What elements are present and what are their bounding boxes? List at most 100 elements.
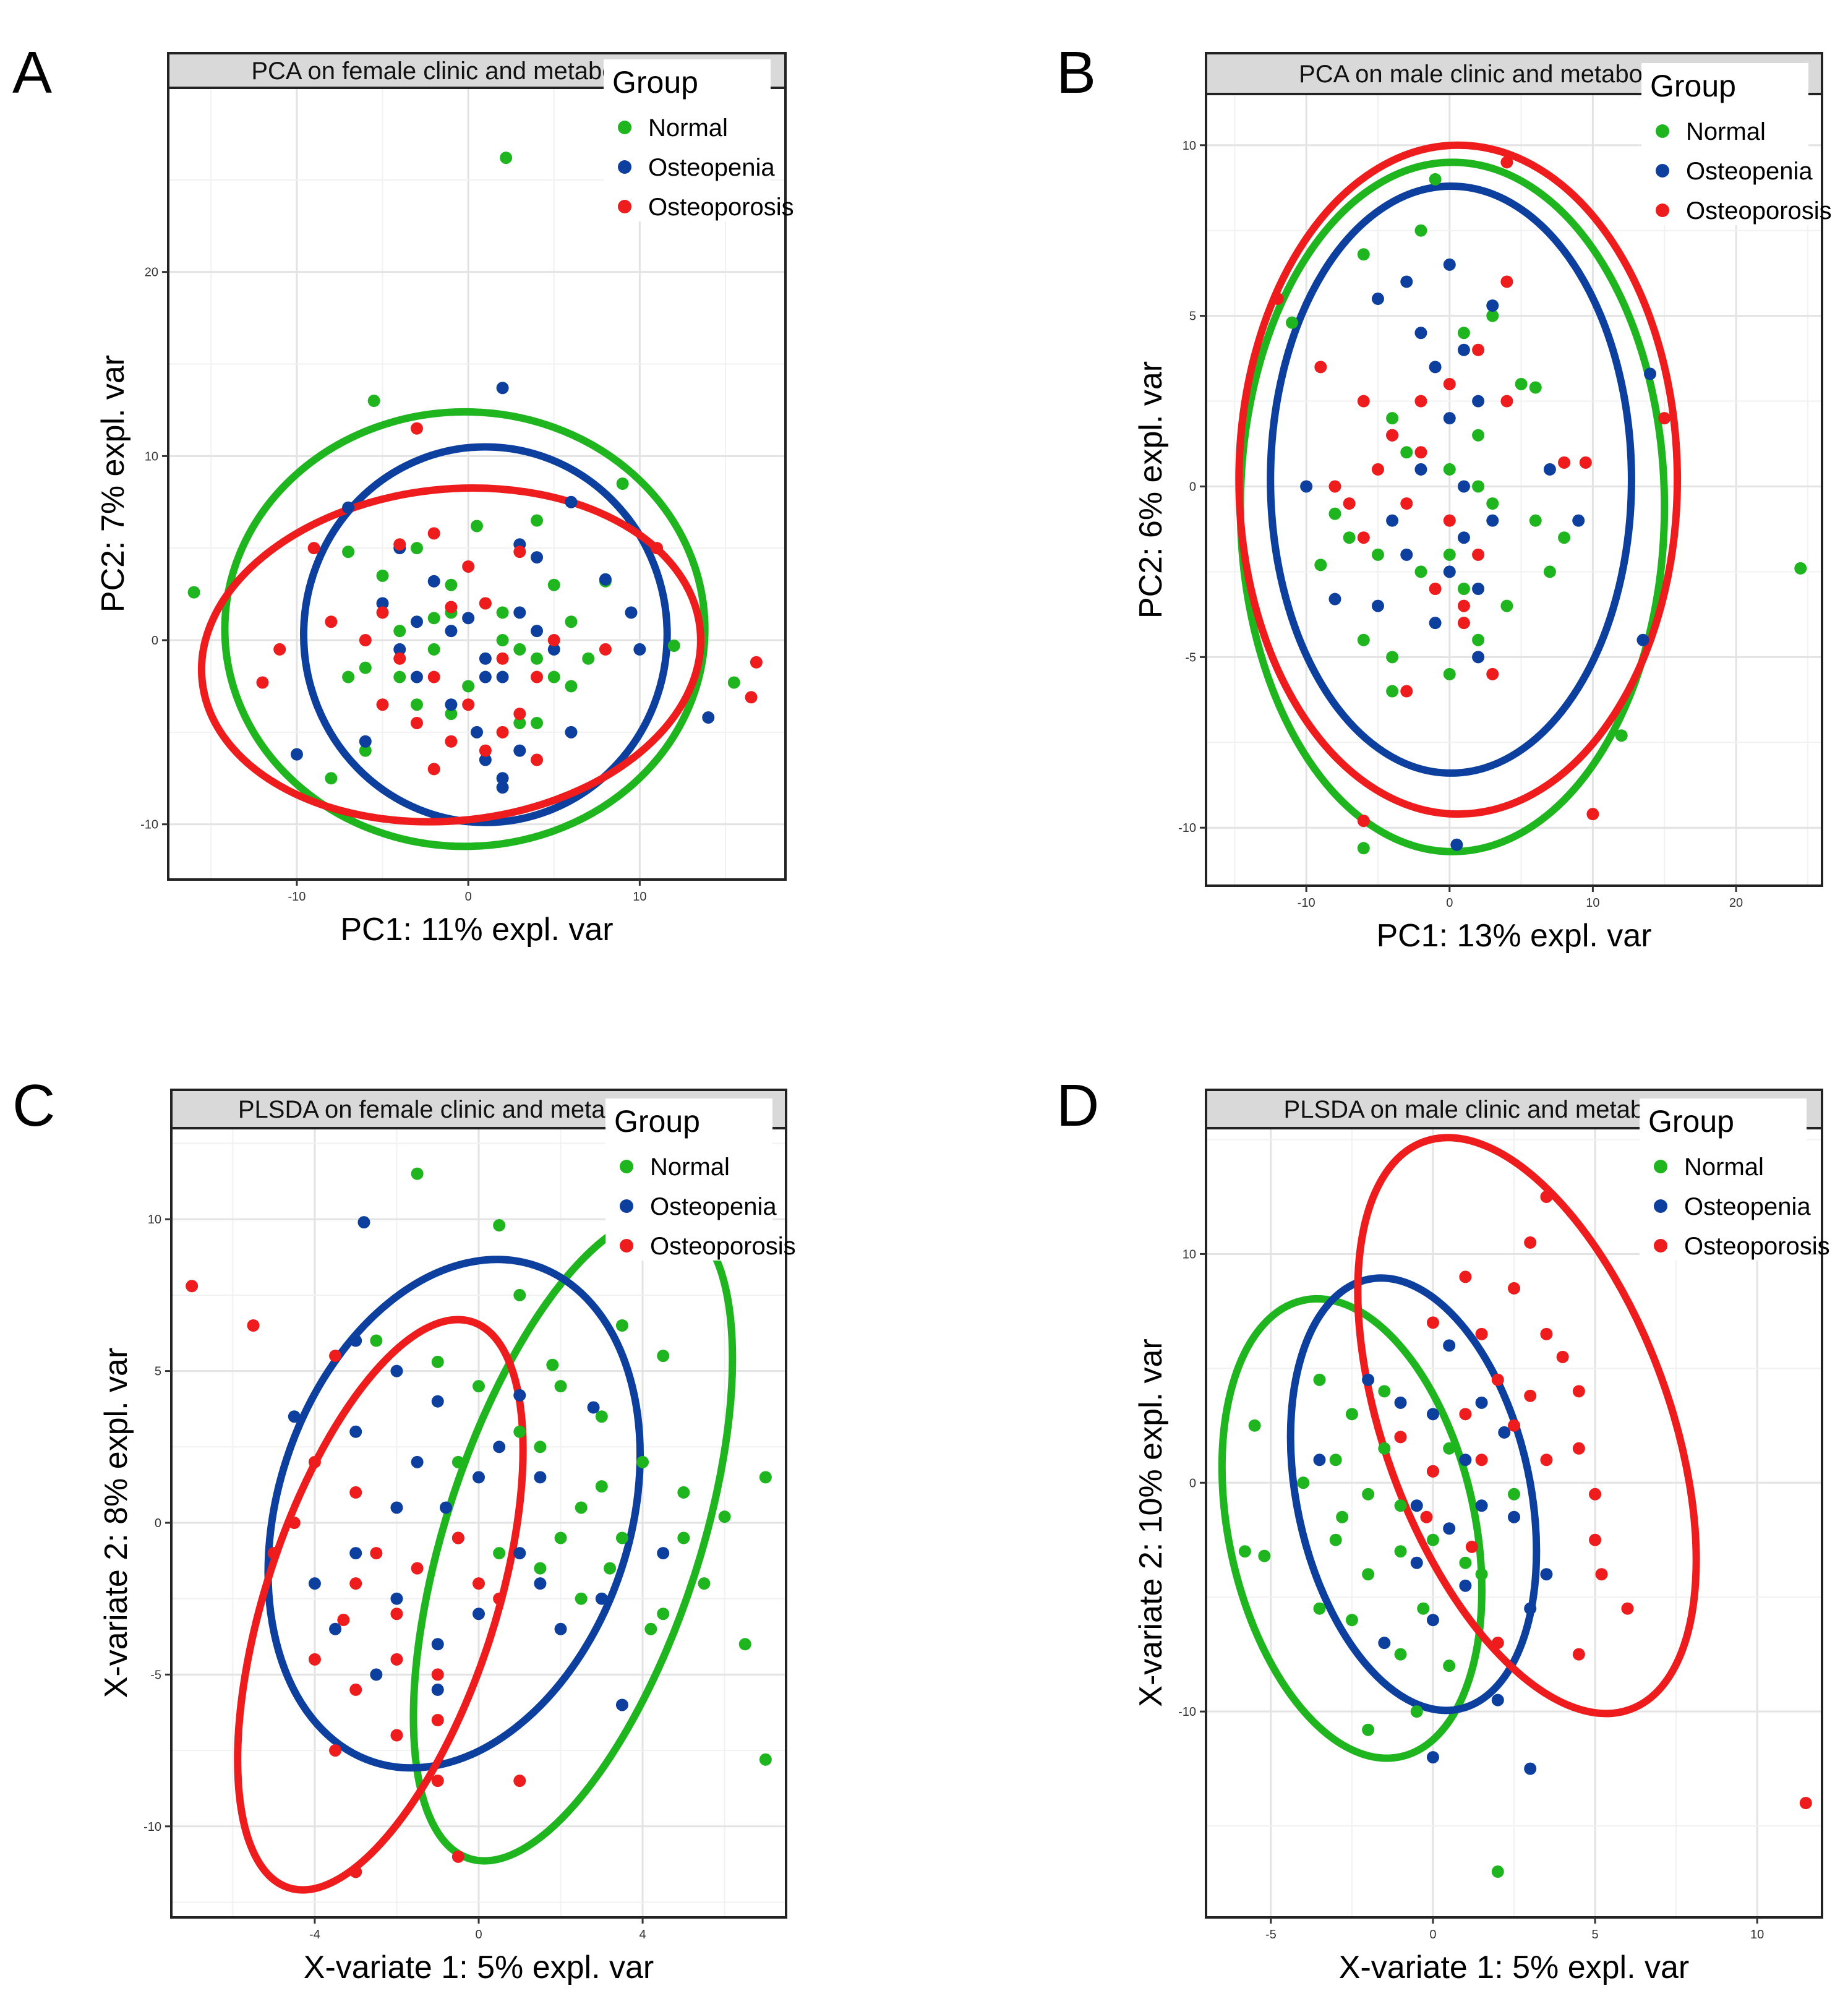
point-osteopenia bbox=[393, 643, 406, 656]
point-osteoporosis bbox=[531, 753, 544, 766]
point-osteoporosis bbox=[325, 615, 338, 628]
point-osteoporosis bbox=[273, 643, 286, 656]
point-normal bbox=[1472, 429, 1485, 442]
point-osteoporosis bbox=[750, 656, 763, 669]
point-normal bbox=[1429, 173, 1442, 186]
legend: Group Normal Osteopenia Osteoporosis bbox=[605, 1098, 796, 1261]
y-tick-label: -10 bbox=[140, 818, 158, 832]
point-normal bbox=[410, 698, 423, 711]
point-osteoporosis bbox=[1524, 1236, 1537, 1249]
point-osteopenia bbox=[1386, 514, 1399, 527]
ellipse-normal bbox=[221, 408, 709, 850]
x-tick-label: 20 bbox=[1729, 896, 1743, 910]
legend-key-normal bbox=[620, 1160, 633, 1173]
ellipse-osteoporosis bbox=[1354, 1134, 1700, 1718]
point-osteopenia bbox=[1457, 480, 1470, 493]
point-osteoporosis bbox=[1429, 583, 1442, 595]
point-osteoporosis bbox=[462, 698, 475, 711]
point-osteoporosis bbox=[1271, 293, 1284, 306]
point-osteopenia bbox=[1524, 1762, 1537, 1775]
legend-label-normal: Normal bbox=[1686, 118, 1766, 145]
point-osteopenia bbox=[1414, 463, 1427, 476]
series-osteoporosis bbox=[1394, 1190, 1812, 1810]
point-osteoporosis bbox=[479, 597, 492, 610]
point-osteopenia bbox=[1472, 583, 1485, 595]
point-osteopenia bbox=[633, 643, 646, 656]
point-osteoporosis bbox=[1472, 548, 1485, 561]
point-normal bbox=[1500, 599, 1513, 612]
point-normal bbox=[1486, 309, 1499, 322]
legend-label-osteoporosis: Osteoporosis bbox=[648, 194, 794, 221]
point-normal bbox=[342, 546, 355, 559]
point-osteoporosis bbox=[1524, 1389, 1537, 1402]
point-normal bbox=[1443, 548, 1456, 561]
point-normal bbox=[393, 670, 406, 683]
point-osteoporosis bbox=[473, 1577, 485, 1590]
point-osteopenia bbox=[1313, 1454, 1326, 1467]
point-osteoporosis bbox=[496, 652, 509, 665]
point-osteoporosis bbox=[1414, 395, 1427, 408]
point-osteoporosis bbox=[1508, 1282, 1520, 1295]
point-normal bbox=[376, 569, 389, 582]
point-osteoporosis bbox=[1508, 1419, 1520, 1432]
point-osteopenia bbox=[554, 1622, 567, 1635]
point-osteoporosis bbox=[1540, 1454, 1553, 1467]
point-osteopenia bbox=[595, 1592, 608, 1605]
y-tick-label: -5 bbox=[150, 1668, 161, 1682]
point-osteopenia bbox=[349, 1425, 362, 1438]
point-normal bbox=[1394, 1648, 1407, 1661]
ellipse-osteoporosis bbox=[1235, 141, 1682, 818]
point-osteopenia bbox=[1443, 1522, 1456, 1535]
point-osteoporosis bbox=[1589, 1533, 1602, 1546]
point-osteopenia bbox=[496, 772, 509, 785]
point-osteoporosis bbox=[256, 676, 269, 689]
legend-label-osteoporosis: Osteoporosis bbox=[650, 1233, 796, 1260]
point-osteoporosis bbox=[1475, 1327, 1488, 1340]
point-osteoporosis bbox=[1572, 1648, 1585, 1661]
x-tick-label: 10 bbox=[1750, 1928, 1764, 1942]
point-normal bbox=[1794, 562, 1807, 575]
x-axis-title: X-variate 1: 5% expl. var bbox=[1339, 1950, 1689, 1985]
legend-key-normal bbox=[618, 121, 631, 134]
point-normal bbox=[473, 1380, 485, 1393]
point-normal bbox=[759, 1753, 772, 1766]
point-normal bbox=[1345, 1614, 1358, 1627]
point-osteopenia bbox=[1426, 1751, 1439, 1764]
y-tick-label: 5 bbox=[1189, 310, 1196, 323]
point-normal bbox=[1486, 497, 1499, 510]
point-osteoporosis bbox=[1486, 667, 1499, 680]
point-osteoporosis bbox=[267, 1547, 280, 1560]
point-osteoporosis bbox=[349, 1486, 362, 1499]
point-osteoporosis bbox=[1459, 1408, 1472, 1421]
ellipse-osteopenia bbox=[300, 443, 671, 826]
point-normal bbox=[1457, 327, 1470, 340]
panel-border bbox=[1205, 52, 1823, 887]
point-osteoporosis bbox=[349, 1683, 362, 1696]
point-osteopenia bbox=[531, 551, 544, 564]
point-normal bbox=[411, 1167, 424, 1180]
point-normal bbox=[1238, 1545, 1251, 1558]
point-normal bbox=[1472, 633, 1485, 646]
point-normal bbox=[565, 615, 578, 628]
point-osteoporosis bbox=[651, 542, 664, 555]
point-osteopenia bbox=[290, 748, 303, 761]
point-osteopenia bbox=[1457, 343, 1470, 356]
point-osteopenia bbox=[565, 495, 578, 508]
point-osteoporosis bbox=[1586, 808, 1599, 821]
point-osteoporosis bbox=[370, 1547, 383, 1560]
point-normal bbox=[1313, 1373, 1326, 1386]
point-normal bbox=[547, 670, 560, 683]
point-osteopenia bbox=[390, 1501, 403, 1514]
point-normal bbox=[1394, 1499, 1407, 1512]
x-tick-label: 10 bbox=[1586, 896, 1599, 910]
point-osteoporosis bbox=[1386, 429, 1399, 442]
point-osteoporosis bbox=[329, 1744, 342, 1757]
point-osteoporosis bbox=[1420, 1510, 1433, 1523]
y-tick-label: 20 bbox=[145, 266, 158, 280]
legend-label-osteopenia: Osteopenia bbox=[648, 154, 775, 181]
point-normal bbox=[1475, 1568, 1488, 1581]
ellipse-osteopenia bbox=[1267, 182, 1635, 777]
point-osteopenia bbox=[479, 670, 492, 683]
point-normal bbox=[1394, 1545, 1407, 1558]
point-osteoporosis bbox=[1443, 377, 1456, 390]
